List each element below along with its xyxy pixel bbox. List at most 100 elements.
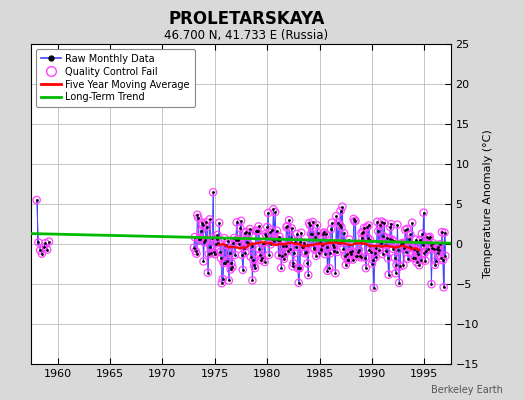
Point — [217, 255, 225, 261]
Point — [418, 231, 426, 237]
Point — [440, 230, 449, 236]
Point — [405, 236, 413, 243]
Point — [396, 263, 404, 270]
Point — [312, 253, 320, 259]
Point — [354, 249, 362, 255]
Point — [276, 237, 285, 244]
Point — [411, 236, 420, 243]
Point — [275, 252, 283, 258]
Point — [207, 250, 215, 256]
Point — [331, 270, 340, 276]
Point — [432, 246, 441, 253]
Point — [392, 262, 401, 268]
Point — [372, 254, 380, 260]
Point — [323, 268, 332, 274]
Point — [313, 222, 321, 228]
Point — [288, 225, 296, 232]
Point — [213, 232, 222, 238]
Text: PROLETARSKAYA: PROLETARSKAYA — [168, 10, 324, 28]
Point — [191, 248, 200, 254]
Point — [254, 228, 262, 234]
Point — [343, 257, 352, 263]
Point — [422, 248, 430, 254]
Point — [363, 224, 371, 230]
Point — [318, 242, 326, 248]
Point — [318, 242, 326, 248]
Point — [305, 220, 313, 226]
Point — [344, 256, 353, 263]
Point — [283, 223, 291, 229]
Point — [389, 246, 397, 252]
Point — [290, 250, 299, 256]
Point — [209, 189, 217, 196]
Point — [296, 239, 304, 245]
Point — [258, 254, 266, 261]
Point — [196, 236, 204, 242]
Point — [221, 260, 230, 266]
Point — [248, 277, 257, 284]
Point — [278, 253, 286, 260]
Point — [309, 219, 317, 225]
Point — [263, 224, 271, 230]
Point — [191, 248, 200, 254]
Point — [330, 244, 339, 250]
Text: 46.700 N, 41.733 E (Russia): 46.700 N, 41.733 E (Russia) — [164, 29, 329, 42]
Point — [436, 241, 444, 247]
Point — [345, 236, 354, 243]
Point — [316, 247, 325, 253]
Point — [274, 237, 282, 243]
Point — [316, 247, 325, 253]
Point — [212, 240, 220, 247]
Point — [309, 244, 318, 251]
Point — [258, 254, 266, 261]
Point — [34, 239, 42, 246]
Point — [259, 239, 267, 246]
Point — [362, 265, 370, 271]
Point — [302, 242, 311, 249]
Point — [378, 251, 387, 257]
Point — [355, 246, 363, 253]
Point — [383, 234, 391, 241]
Point — [408, 220, 417, 226]
Point — [244, 240, 252, 246]
Point — [428, 244, 436, 251]
Point — [437, 255, 445, 261]
Point — [385, 272, 393, 278]
Point — [199, 258, 208, 265]
Point — [423, 234, 431, 241]
Point — [321, 251, 329, 257]
Point — [364, 234, 372, 241]
Point — [231, 252, 239, 258]
Point — [200, 239, 209, 246]
Point — [352, 252, 361, 259]
Point — [223, 258, 231, 264]
Point — [277, 265, 286, 271]
Point — [351, 218, 359, 224]
Point — [245, 230, 253, 236]
Point — [325, 265, 333, 271]
Point — [210, 249, 218, 256]
Point — [252, 228, 260, 234]
Point — [423, 234, 431, 241]
Point — [395, 280, 403, 286]
Point — [204, 251, 213, 257]
Point — [224, 238, 232, 244]
Point — [201, 237, 210, 243]
Point — [232, 237, 240, 244]
Point — [307, 231, 315, 237]
Point — [241, 230, 249, 236]
Point — [386, 224, 395, 230]
Point — [227, 260, 236, 266]
Point — [226, 266, 235, 273]
Point — [362, 265, 370, 271]
Point — [425, 234, 434, 240]
Point — [365, 247, 374, 253]
Point — [379, 233, 388, 239]
Point — [431, 262, 439, 268]
Point — [304, 272, 312, 278]
Point — [339, 246, 347, 252]
Point — [211, 251, 219, 258]
Point — [294, 280, 303, 286]
Point — [272, 228, 281, 234]
Point — [424, 234, 433, 241]
